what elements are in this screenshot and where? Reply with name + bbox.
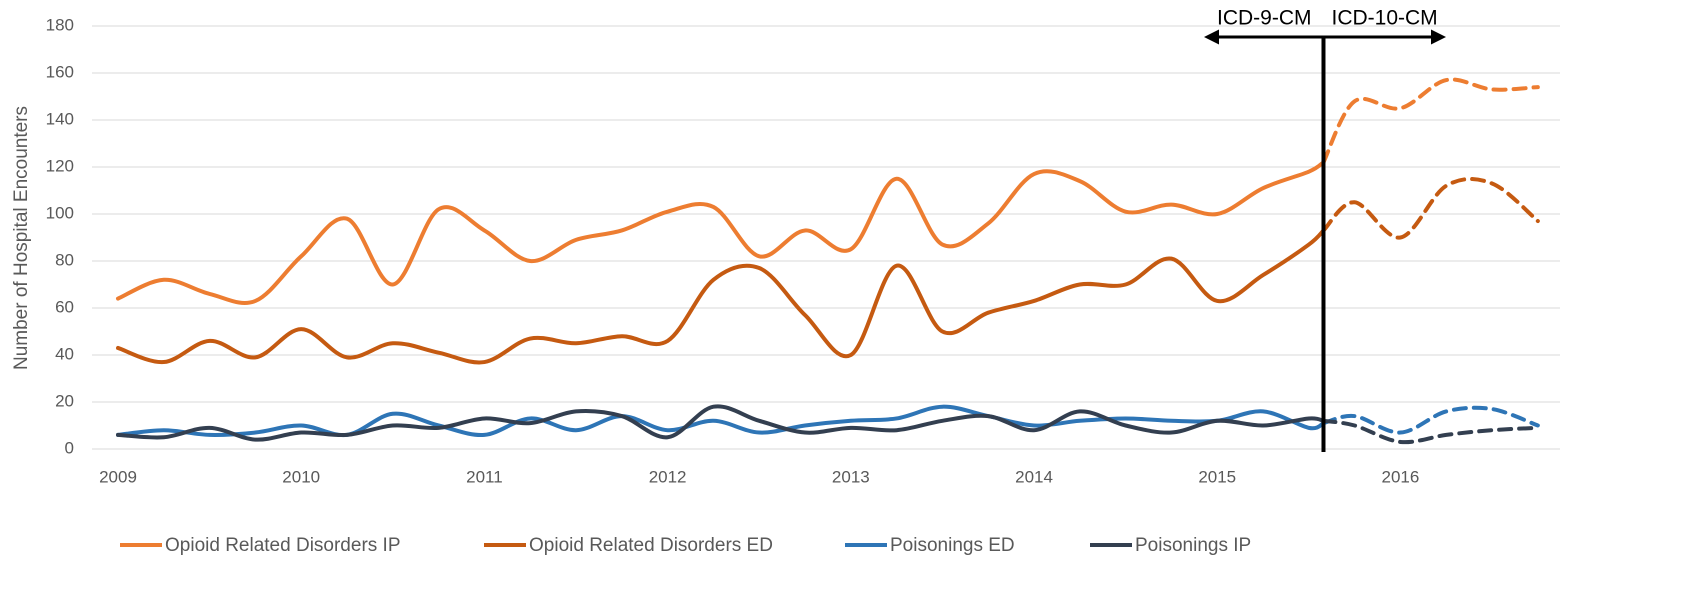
x-tick-label: 2012	[649, 467, 687, 486]
legend-label: Poisonings IP	[1135, 535, 1251, 556]
legend-label: Opioid Related Disorders IP	[165, 535, 401, 556]
divider-label: ICD-9-CM	[1217, 7, 1312, 30]
y-tick-label: 140	[46, 109, 74, 128]
x-tick-label: 2013	[832, 467, 870, 486]
y-tick-label: 120	[46, 156, 74, 175]
x-tick-label: 2015	[1198, 467, 1236, 486]
x-tick-label: 2011	[466, 467, 503, 486]
x-tick-label: 2014	[1015, 467, 1053, 486]
x-tick-label: 2016	[1382, 467, 1420, 486]
series-line-dashed	[1321, 77, 1540, 165]
y-axis-label: Number of Hospital Encounters	[11, 106, 32, 370]
series-line-dashed	[1321, 418, 1540, 445]
series-line	[116, 160, 1326, 305]
y-tick-label: 180	[46, 15, 74, 34]
series-line-dashed	[1321, 405, 1540, 435]
series-line	[116, 404, 1326, 442]
divider-label: ICD-10-CM	[1331, 7, 1437, 30]
x-tick-label: 2010	[282, 467, 320, 486]
x-tick-label: 2009	[99, 467, 137, 486]
legend-label: Poisonings ED	[890, 535, 1015, 556]
series-line	[116, 404, 1326, 438]
y-tick-label: 80	[55, 250, 74, 269]
series-line	[116, 228, 1326, 365]
y-tick-label: 160	[46, 62, 74, 81]
y-tick-label: 40	[55, 344, 74, 363]
y-tick-label: 0	[65, 438, 74, 457]
y-tick-label: 60	[55, 297, 74, 316]
series-line-dashed	[1321, 177, 1540, 240]
legend-label: Opioid Related Disorders ED	[529, 535, 773, 556]
y-tick-label: 100	[46, 203, 74, 222]
y-tick-label: 20	[55, 391, 74, 410]
